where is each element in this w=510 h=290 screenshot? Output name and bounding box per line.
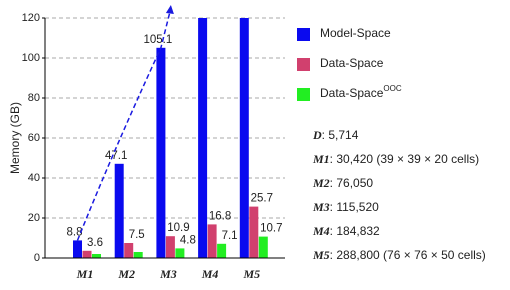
plot-area [73, 18, 268, 258]
annotation-label: M2 [312, 176, 330, 190]
legend-label: Data-Space [320, 56, 384, 70]
data-label: 7.1 [222, 230, 238, 242]
bar [82, 250, 92, 258]
annotation-text: : 184,832 [330, 224, 380, 238]
bar [114, 163, 124, 258]
legend-label: Model-Space [320, 26, 391, 40]
y-tick-label: 40 [28, 172, 40, 184]
annotation: D: 5,714 [312, 128, 359, 142]
trend-arrow [76, 7, 172, 241]
annotation: M1: 30,420 (39 × 39 × 20 cells) [312, 152, 479, 166]
annotation-text: : 115,520 [330, 200, 379, 214]
bar [198, 18, 208, 258]
bar [217, 243, 227, 258]
legend-name: Data-Space [320, 86, 384, 100]
x-tick-label: M1 [76, 267, 94, 281]
bar [165, 236, 175, 258]
legend-swatch [297, 88, 310, 101]
data-label: 7.5 [129, 229, 145, 241]
bar [207, 224, 217, 258]
x-tick-label: M5 [242, 267, 260, 281]
data-label: 10.7 [260, 223, 282, 235]
legend-swatch [297, 28, 310, 41]
bar [175, 248, 185, 258]
bar [92, 254, 101, 258]
bar [239, 18, 249, 258]
bar [124, 243, 134, 258]
legend-name: Model-Space [320, 26, 391, 40]
annotation-label: M3 [312, 200, 330, 214]
annotation-text: : 76,050 [330, 176, 374, 190]
annotation: M5: 288,800 (76 × 76 × 50 cells) [312, 248, 486, 262]
bar [249, 206, 259, 258]
bar [258, 236, 268, 258]
legend-label: Data-SpaceOOC [320, 84, 402, 100]
data-label: 105.1 [144, 34, 173, 46]
data-label: 25.7 [251, 193, 273, 205]
annotation-label: M5 [312, 248, 330, 262]
data-label: 10.9 [167, 222, 189, 234]
y-tick-label: 20 [28, 212, 40, 224]
annotation-label: D [312, 128, 322, 142]
annotation-text: : 288,800 (76 × 76 × 50 cells) [330, 248, 486, 262]
annotation-label: M1 [312, 152, 330, 166]
legend-swatch [297, 58, 310, 71]
annotation-text: : 5,714 [322, 128, 359, 142]
bar [73, 240, 82, 258]
annotation-label: M4 [312, 224, 330, 238]
y-tick-label: 60 [28, 132, 40, 144]
legend-sup: OOC [383, 84, 401, 93]
x-tick-label: M4 [201, 267, 219, 281]
data-label: 8.8 [67, 226, 83, 238]
data-label: 4.8 [180, 234, 196, 246]
annotation-text: : 30,420 (39 × 39 × 20 cells) [330, 152, 479, 166]
bar [133, 252, 143, 258]
y-tick-label: 80 [28, 92, 40, 104]
annotation: M2: 76,050 [312, 176, 373, 190]
arrow-head [165, 5, 174, 14]
y-tick-label: 0 [34, 252, 40, 264]
y-axis-label: Memory (GB) [8, 102, 22, 174]
data-label: 16.8 [209, 210, 231, 222]
data-label: 47.1 [105, 150, 127, 162]
legend-name: Data-Space [320, 56, 384, 70]
annotation: M3: 115,520 [312, 200, 379, 214]
data-label: 3.6 [87, 237, 103, 249]
y-tick-label: 100 [22, 52, 40, 64]
y-tick-label: 120 [22, 12, 40, 24]
x-tick-label: M3 [159, 267, 177, 281]
x-tick-label: M2 [117, 267, 135, 281]
bar [156, 47, 166, 258]
annotation: M4: 184,832 [312, 224, 380, 238]
